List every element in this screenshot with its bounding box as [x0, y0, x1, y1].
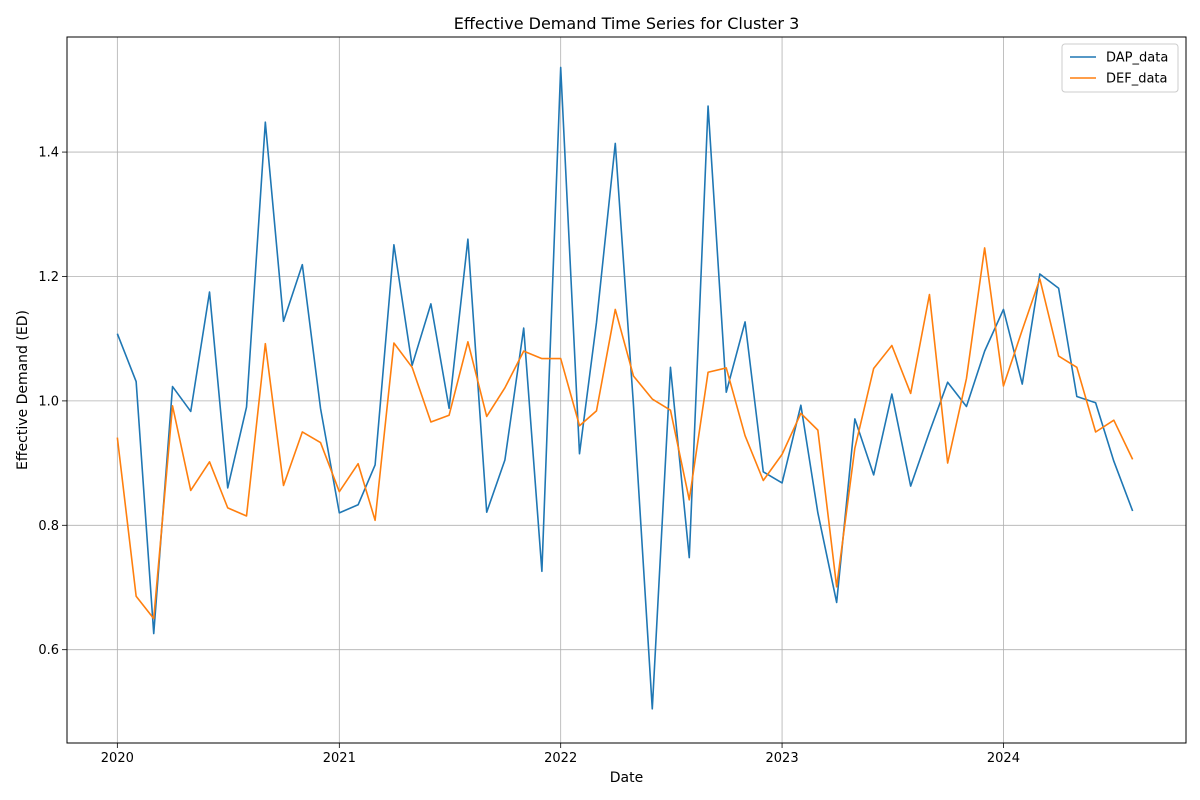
x-tick-label: 2024 [987, 751, 1020, 766]
legend-label: DAP_data [1106, 51, 1168, 66]
x-tick-label: 2022 [544, 751, 577, 766]
x-tick-label: 2020 [101, 751, 134, 766]
y-tick-label: 0.8 [38, 519, 59, 534]
y-tick-label: 1.2 [38, 270, 59, 285]
series-line-def-data [116, 247, 1134, 620]
grid [67, 37, 1186, 743]
plot-frame [66, 36, 1187, 744]
y-axis-label: Effective Demand (ED) [15, 310, 31, 470]
y-tick-label: 0.6 [38, 643, 59, 658]
legend: DAP_data DEF_data [1061, 43, 1179, 93]
x-tick-label: 2021 [323, 751, 356, 766]
series-lines [116, 66, 1134, 710]
series-line-dap-data [116, 66, 1134, 710]
chart-title: Effective Demand Time Series for Cluster… [454, 14, 800, 33]
y-tick-label: 1.0 [38, 394, 59, 409]
axis-ticks: 2020 2021 2022 2023 2024 0.6 0.8 1.0 1.2 1.4 [38, 146, 1020, 766]
y-tick-label: 1.4 [38, 146, 59, 161]
x-tick-label: 2023 [766, 751, 799, 766]
legend-box [1061, 43, 1179, 93]
x-axis-label: Date [610, 770, 643, 786]
legend-label: DEF_data [1106, 72, 1167, 87]
